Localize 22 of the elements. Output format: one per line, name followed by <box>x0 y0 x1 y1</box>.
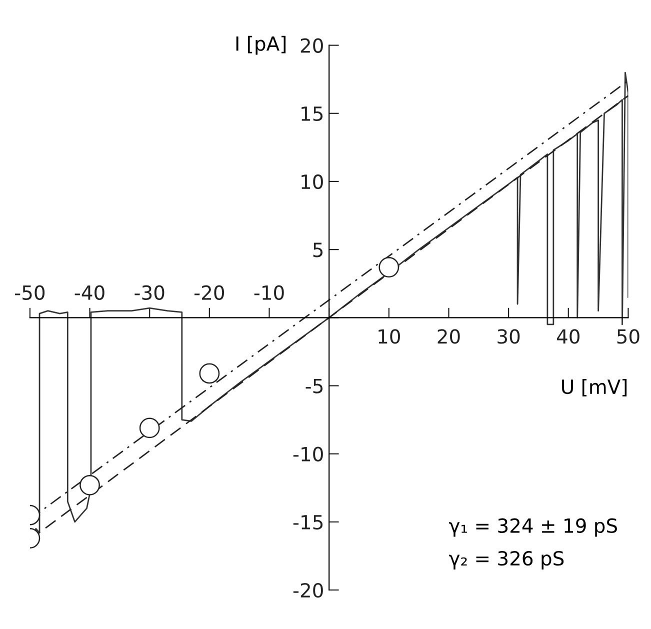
y-tick-label: -15 <box>293 515 323 530</box>
x-tick-label: 30 <box>498 329 520 344</box>
x2-tick-label: -10 <box>254 285 284 300</box>
y-axis-title: I [pA] <box>236 36 286 55</box>
y-tick-label: 5 <box>313 242 323 258</box>
y-tick-label: -20 <box>293 582 323 598</box>
x-tick-label: 20 <box>438 329 460 344</box>
x-axis-title: U [mV] <box>562 379 627 396</box>
y-tick-label: -10 <box>293 446 323 462</box>
y-tick-label: -5 <box>306 378 323 394</box>
x2-tick-label: -30 <box>134 285 164 300</box>
x2-tick-label: -20 <box>194 285 224 300</box>
y-tick-label: 15 <box>302 106 323 122</box>
y-tick-label: 10 <box>302 174 323 190</box>
y-tick-label: 20 <box>300 38 323 53</box>
x2-tick-label: -50 <box>15 285 45 300</box>
x-tick-label: 40 <box>556 329 580 344</box>
x-tick-label: 50 <box>617 329 640 344</box>
annotation: γ₂ = 326 pS <box>449 550 564 570</box>
x2-tick-label: -40 <box>74 285 104 300</box>
x-tick-label: 10 <box>378 329 400 344</box>
annotation: γ₁ = 324 ± 19 pS <box>449 518 617 537</box>
